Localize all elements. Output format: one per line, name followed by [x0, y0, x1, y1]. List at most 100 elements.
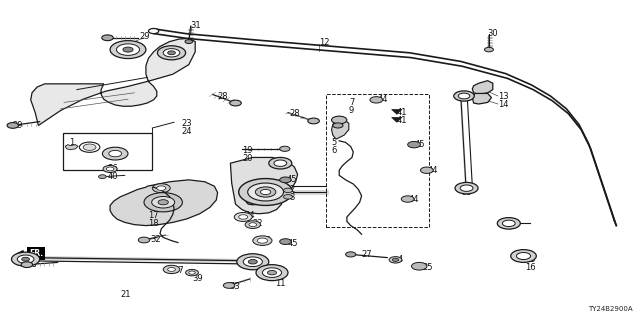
Text: 20: 20 — [242, 154, 252, 163]
Text: 28: 28 — [289, 109, 300, 118]
Text: 1: 1 — [69, 138, 74, 147]
Circle shape — [502, 220, 515, 227]
Circle shape — [256, 265, 288, 281]
Text: 21: 21 — [120, 290, 131, 299]
Text: 44: 44 — [428, 166, 438, 175]
Circle shape — [260, 189, 271, 195]
Text: 23: 23 — [181, 119, 192, 128]
Circle shape — [7, 123, 19, 128]
Circle shape — [21, 262, 33, 268]
Circle shape — [346, 252, 356, 257]
Circle shape — [389, 257, 402, 263]
Circle shape — [248, 183, 284, 201]
Polygon shape — [392, 117, 402, 122]
Circle shape — [157, 186, 166, 190]
Circle shape — [284, 188, 292, 193]
Circle shape — [230, 100, 241, 106]
Polygon shape — [472, 93, 492, 104]
Circle shape — [186, 269, 198, 276]
Circle shape — [116, 44, 140, 55]
Polygon shape — [392, 109, 402, 114]
Text: 24: 24 — [181, 127, 191, 136]
Circle shape — [168, 268, 175, 271]
Circle shape — [237, 254, 269, 270]
Circle shape — [284, 195, 292, 199]
Circle shape — [83, 144, 96, 150]
Circle shape — [274, 160, 287, 166]
Circle shape — [79, 142, 100, 152]
Circle shape — [223, 283, 235, 288]
Circle shape — [152, 196, 175, 208]
Circle shape — [249, 223, 257, 227]
Text: 41: 41 — [397, 116, 407, 124]
Text: 40: 40 — [108, 172, 118, 181]
Text: 12: 12 — [319, 38, 329, 47]
Text: 27: 27 — [362, 250, 372, 259]
Text: 16: 16 — [525, 263, 536, 272]
Text: 29: 29 — [13, 121, 23, 130]
Text: 22: 22 — [253, 220, 263, 228]
Circle shape — [110, 41, 146, 59]
Text: 39: 39 — [192, 274, 203, 283]
Circle shape — [138, 237, 150, 243]
Circle shape — [484, 47, 493, 52]
Circle shape — [168, 51, 175, 55]
Text: 13: 13 — [498, 92, 509, 101]
Polygon shape — [472, 81, 493, 94]
Circle shape — [269, 157, 292, 169]
Text: 15: 15 — [525, 255, 535, 264]
Circle shape — [408, 141, 420, 148]
Circle shape — [454, 91, 474, 101]
Circle shape — [460, 185, 473, 191]
Text: 19: 19 — [242, 146, 252, 155]
Text: 44: 44 — [378, 95, 388, 104]
Circle shape — [245, 221, 260, 228]
Circle shape — [401, 196, 414, 202]
Polygon shape — [110, 180, 218, 226]
Text: 35: 35 — [461, 188, 472, 197]
Text: 33: 33 — [229, 282, 240, 291]
Circle shape — [22, 257, 29, 261]
Text: 4: 4 — [398, 255, 403, 264]
Circle shape — [280, 177, 291, 183]
Bar — [63, 133, 152, 170]
Text: 45: 45 — [287, 175, 297, 184]
Text: 41: 41 — [397, 108, 407, 116]
Polygon shape — [31, 38, 195, 125]
Text: 18: 18 — [148, 219, 159, 228]
Circle shape — [458, 93, 470, 99]
Circle shape — [123, 47, 133, 52]
Text: 6: 6 — [332, 146, 337, 155]
Circle shape — [412, 262, 427, 270]
Circle shape — [268, 270, 276, 275]
Text: 30: 30 — [488, 29, 499, 38]
Text: 34: 34 — [244, 212, 255, 220]
Circle shape — [189, 271, 195, 274]
Circle shape — [239, 215, 248, 219]
Circle shape — [333, 123, 343, 128]
Circle shape — [420, 167, 433, 173]
Text: 11: 11 — [275, 279, 285, 288]
Text: 29: 29 — [140, 32, 150, 41]
Circle shape — [148, 28, 159, 34]
Circle shape — [157, 46, 186, 60]
Circle shape — [248, 260, 257, 264]
Circle shape — [253, 236, 272, 245]
Circle shape — [332, 116, 347, 124]
Text: 44: 44 — [408, 195, 419, 204]
Circle shape — [497, 218, 520, 229]
Text: 5: 5 — [332, 138, 337, 147]
Circle shape — [511, 250, 536, 262]
Circle shape — [12, 252, 40, 266]
Text: 28: 28 — [218, 92, 228, 100]
Circle shape — [239, 179, 292, 205]
Text: 26: 26 — [260, 236, 271, 245]
Polygon shape — [65, 145, 78, 150]
Circle shape — [370, 97, 383, 103]
Text: 9: 9 — [349, 106, 354, 115]
Circle shape — [102, 35, 113, 41]
Text: 36: 36 — [108, 164, 118, 173]
Circle shape — [158, 200, 168, 205]
Circle shape — [255, 187, 276, 197]
Circle shape — [106, 167, 114, 171]
